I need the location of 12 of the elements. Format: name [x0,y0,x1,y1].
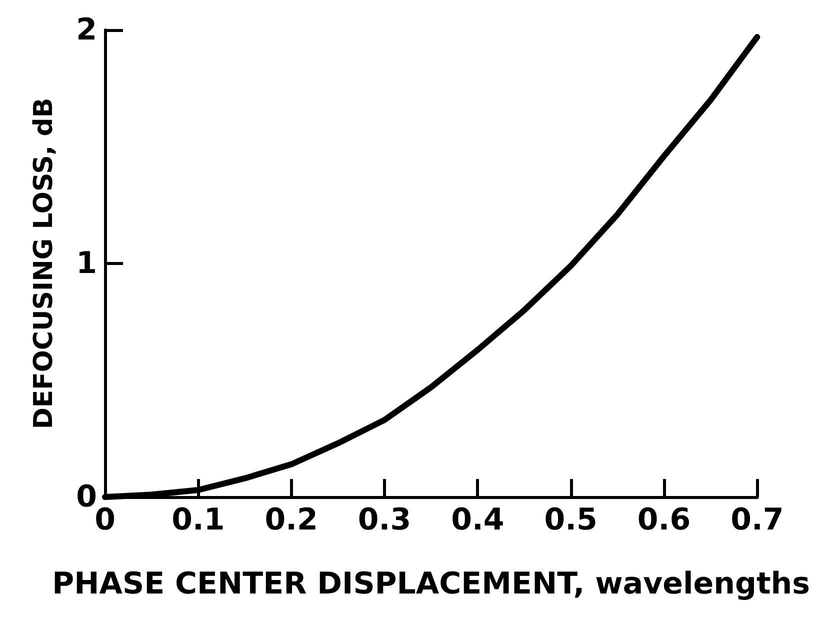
x-tick-label: 0.3 [358,502,412,538]
y-tick-label: 0 [76,480,97,514]
y-axis-title: DEFOCUSING LOSS, dB [29,98,59,430]
x-tick-label: 0.2 [264,502,318,538]
x-tick-label: 0.1 [172,502,225,538]
x-axis-title: PHASE CENTER DISPLACEMENT, wavelengths [52,566,810,602]
x-tick-label: 0.4 [451,502,504,538]
x-tick-label: 0.5 [544,502,598,538]
y-tick-label: 1 [76,246,97,281]
y-tick-label: 2 [76,12,97,48]
x-tick-label: 0.7 [730,502,784,538]
x-tick-label: 0.6 [637,502,691,538]
